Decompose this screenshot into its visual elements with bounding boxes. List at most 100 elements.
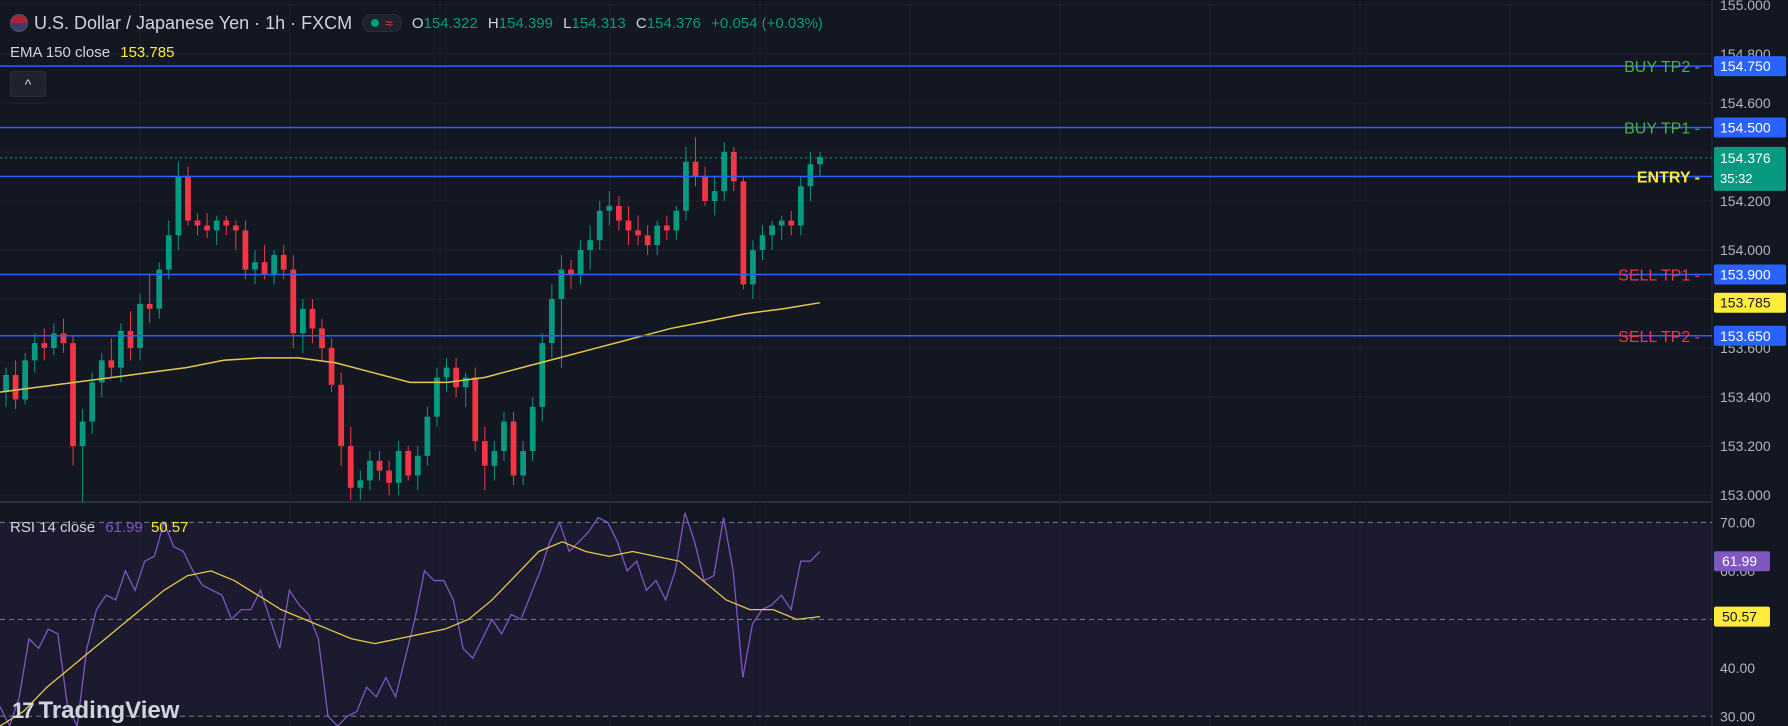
open-value: 154.322 — [423, 14, 478, 32]
candle-body — [596, 210, 603, 241]
candle-body — [759, 235, 766, 250]
candle-body — [414, 455, 421, 476]
price-tick-label: 153.400 — [1720, 389, 1771, 405]
collapse-legend-button[interactable]: ^ — [10, 71, 46, 97]
chevron-up-icon: ^ — [24, 76, 32, 92]
candle-body — [529, 406, 536, 451]
candle-body — [60, 333, 67, 344]
candle-body — [252, 262, 258, 270]
candle-body — [338, 384, 345, 447]
tradingview-logo-icon: 17 — [12, 698, 35, 723]
candle-body — [376, 460, 383, 471]
candle-body — [443, 367, 450, 378]
usd-flag-icon — [10, 14, 28, 32]
candle-body — [501, 421, 507, 451]
candle-body — [41, 343, 48, 349]
candle-body — [367, 460, 373, 481]
ema-legend[interactable]: EMA 150 close 153.785 — [10, 44, 174, 61]
candle-body — [185, 176, 191, 221]
candle-body — [357, 480, 364, 488]
rsi-value-tag — [1714, 551, 1770, 572]
candle-body — [137, 303, 143, 349]
candle-body — [424, 416, 431, 456]
level-price-tag — [1714, 325, 1786, 346]
price-tick-label: 153.200 — [1720, 438, 1771, 454]
candle-body — [462, 377, 469, 388]
candle-body — [539, 343, 546, 407]
candle-body — [51, 333, 57, 349]
ema-150-line — [0, 301, 821, 393]
candle-body — [683, 161, 689, 211]
candle-body — [702, 176, 708, 201]
candle-body — [12, 375, 19, 400]
candle-body — [213, 220, 220, 231]
bar-countdown-text: 35:32 — [1720, 171, 1753, 186]
candle-body — [721, 151, 728, 192]
candle-body — [165, 235, 172, 270]
low-value: 154.313 — [571, 14, 626, 32]
level-price-tag — [1714, 56, 1786, 77]
candle-body — [3, 375, 9, 393]
rsi-tick-label: 40.00 — [1720, 660, 1755, 676]
close-value: 154.376 — [646, 14, 701, 32]
candle-body — [644, 235, 651, 246]
candle-body — [673, 210, 680, 231]
price-tick-label: 153.000 — [1720, 487, 1771, 503]
candle-body — [194, 220, 201, 226]
candle-body — [778, 220, 785, 226]
candle-body — [817, 156, 823, 165]
symbol-title[interactable]: U.S. Dollar / Japanese Yen · 1h · FXCM — [34, 12, 353, 33]
rsi-legend[interactable]: RSI 14 close 61.99 50.57 — [10, 519, 188, 536]
symbol-header[interactable]: U.S. Dollar / Japanese Yen · 1h · FXCM ≈… — [10, 12, 829, 34]
candle-body — [616, 205, 622, 221]
ema-label: EMA 150 close — [10, 44, 111, 61]
candle-body — [79, 421, 86, 447]
level-label: BUY TP2 - — [1624, 59, 1700, 76]
candle-body — [520, 450, 527, 476]
approx-icon: ≈ — [385, 15, 393, 31]
candle-body — [395, 450, 402, 483]
rsi-ma-value: 50.57 — [150, 519, 189, 536]
candle-body — [328, 348, 335, 385]
level-price-tag-text: 154.500 — [1720, 119, 1771, 135]
rsi-line — [0, 512, 821, 726]
rsi-ma-line — [0, 541, 821, 726]
candle-body — [491, 450, 498, 466]
candle-body — [31, 343, 38, 361]
current-price-tag — [1714, 146, 1786, 191]
price-tick-label: 155.000 — [1720, 0, 1771, 13]
level-label: SELL TP1 - — [1618, 268, 1700, 285]
rsi-label: RSI 14 close — [10, 519, 96, 536]
market-open-dot-icon — [371, 19, 380, 27]
candle-body — [635, 230, 641, 236]
candle-body — [797, 186, 804, 226]
candle-body — [769, 225, 775, 236]
candle-body — [481, 441, 488, 466]
rsi-value: 61.99 — [105, 519, 143, 536]
price-tick-label: 154.600 — [1720, 95, 1771, 111]
level-label: BUY TP1 - — [1624, 120, 1700, 137]
market-status-pill[interactable]: ≈ — [362, 14, 402, 32]
candle-body — [663, 225, 670, 231]
candle-body — [156, 269, 163, 309]
candle-body — [558, 269, 565, 300]
candle-body — [347, 446, 354, 488]
candle-body — [606, 205, 613, 211]
candle-body — [204, 225, 210, 231]
price-tick-label: 154.000 — [1720, 242, 1771, 258]
candle-body — [711, 191, 718, 201]
candle-body — [319, 328, 325, 349]
ema-price-tag — [1714, 292, 1786, 313]
candle-body — [127, 330, 134, 349]
candle-body — [587, 240, 594, 250]
rsi-ma-tag — [1714, 606, 1770, 627]
candle-body — [788, 220, 795, 226]
rsi-value-tag-text: 61.99 — [1722, 553, 1757, 569]
tradingview-logo[interactable]: 17 TradingView — [12, 697, 179, 725]
level-label: SELL TP2 - — [1618, 329, 1700, 346]
candle-body — [108, 360, 115, 368]
rsi-tick-label: 70.00 — [1720, 514, 1755, 530]
candle-body — [290, 269, 297, 334]
high-value: 154.399 — [498, 14, 553, 32]
